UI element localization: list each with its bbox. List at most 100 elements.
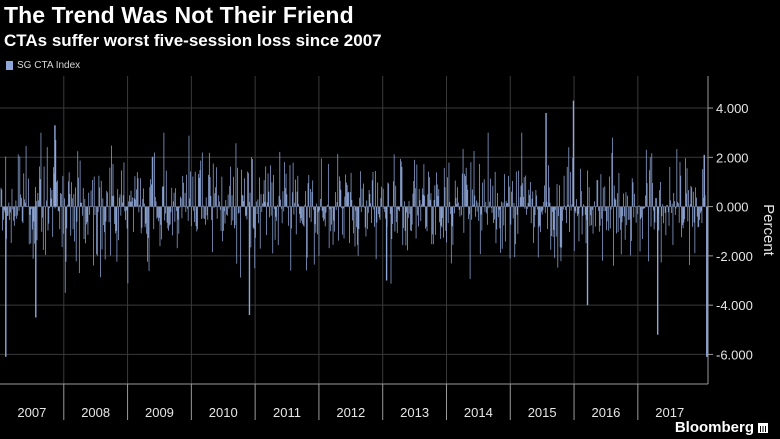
data-bar [559, 185, 560, 207]
data-bar [118, 206, 119, 241]
data-bar [16, 206, 18, 219]
data-bar [417, 206, 419, 216]
data-bar [326, 206, 328, 208]
data-bar [493, 206, 494, 224]
data-bar [628, 206, 630, 208]
data-bar [482, 182, 484, 207]
data-bar [597, 180, 599, 207]
data-bar [380, 198, 382, 207]
data-bar [9, 206, 11, 220]
data-bar [549, 202, 551, 207]
data-bar [691, 187, 693, 207]
data-bar [591, 206, 593, 210]
data-bar [647, 206, 649, 208]
data-bar [342, 206, 343, 235]
data-bar [57, 180, 58, 207]
data-bar [543, 201, 545, 207]
data-bar [75, 206, 77, 262]
data-bar [566, 206, 567, 224]
data-bar [49, 206, 50, 209]
data-bar [53, 167, 54, 207]
data-bar [389, 206, 390, 208]
data-bar [634, 206, 636, 208]
data-bar [258, 206, 260, 224]
data-bar [457, 187, 458, 207]
data-bar [313, 206, 315, 265]
data-bar [602, 187, 604, 207]
data-bar-peak [706, 206, 708, 357]
data-bar [534, 206, 536, 216]
data-bar [640, 206, 642, 220]
data-bar [150, 179, 151, 207]
data-bar [92, 179, 94, 207]
data-bar [360, 171, 361, 207]
data-bar [335, 192, 336, 207]
data-bar [139, 204, 141, 207]
data-bar [573, 206, 575, 252]
data-bar [370, 203, 372, 207]
data-bar [361, 188, 363, 207]
data-bar [259, 177, 260, 207]
data-bar [663, 206, 664, 224]
data-bar [254, 206, 256, 269]
data-bar [59, 206, 61, 230]
data-bar [532, 191, 534, 207]
data-bar [270, 165, 271, 207]
data-bar [530, 206, 532, 224]
data-bar [341, 206, 343, 209]
data-bar [702, 169, 704, 207]
data-bar [161, 186, 163, 207]
data-bar [158, 206, 160, 218]
data-bar [576, 199, 577, 207]
data-bar [290, 206, 292, 271]
data-bar [426, 206, 428, 232]
data-bar [42, 206, 44, 250]
data-bar [447, 177, 448, 207]
data-bar [10, 206, 12, 243]
data-bar [610, 206, 612, 210]
data-bar [483, 179, 485, 207]
data-bar [42, 206, 43, 218]
data-bar [63, 206, 65, 234]
data-bar [179, 206, 180, 208]
data-bar [256, 206, 258, 214]
data-bar [305, 191, 307, 207]
data-bar [388, 183, 390, 207]
data-bar [41, 206, 43, 232]
data-bar [130, 190, 132, 207]
data-bar [366, 200, 368, 207]
data-bar [690, 185, 692, 207]
data-bar [137, 178, 139, 207]
data-bar [169, 206, 171, 225]
data-bar [429, 199, 431, 207]
data-bar [377, 182, 379, 207]
data-bar [436, 184, 438, 207]
data-bar [561, 206, 563, 248]
data-bar-peak [586, 206, 589, 306]
data-bar [337, 154, 339, 207]
data-bar [403, 206, 404, 228]
data-bar [13, 206, 15, 226]
data-bar [132, 197, 133, 207]
data-bar [362, 205, 364, 207]
data-bar [555, 206, 557, 237]
data-bar [276, 206, 278, 221]
data-bar [100, 206, 101, 278]
data-bar [289, 165, 291, 207]
data-bar [459, 206, 461, 217]
data-bar [210, 195, 212, 207]
data-bar [374, 170, 376, 207]
data-bar [544, 206, 546, 213]
data-bar [345, 182, 347, 207]
data-bar [221, 176, 223, 207]
data-bar [324, 206, 326, 227]
data-bar [595, 205, 597, 207]
legend-label: SG CTA Index [17, 60, 81, 71]
data-bar [267, 173, 269, 207]
data-bar [163, 132, 165, 207]
data-bar [239, 206, 241, 208]
data-bar [564, 205, 566, 207]
data-bar [414, 159, 415, 207]
data-bar [209, 176, 211, 207]
data-bar [379, 206, 381, 220]
